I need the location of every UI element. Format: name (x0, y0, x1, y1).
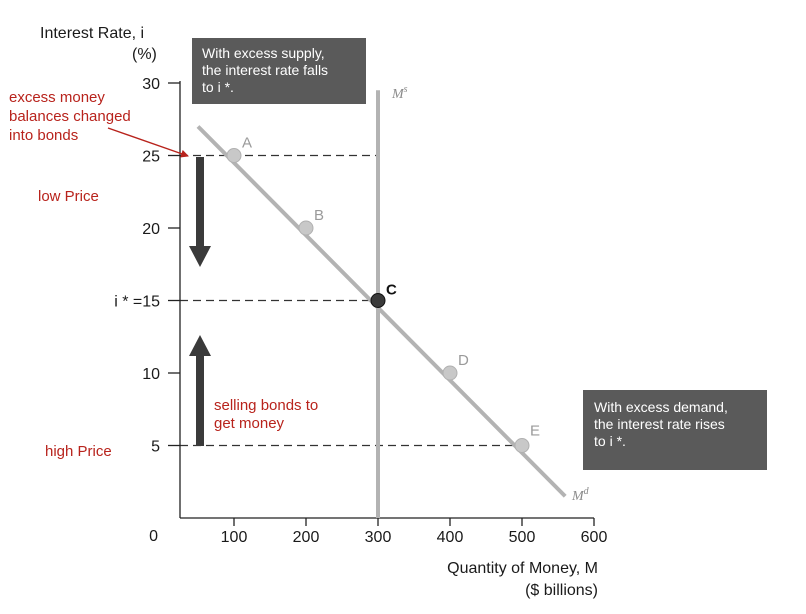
point-C (370, 293, 386, 308)
y-tick-label-5: 5 (151, 439, 160, 456)
excess-demand-callout-line-0: With excess demand, (594, 399, 728, 415)
y-axis-label-unit: (%) (132, 46, 157, 63)
x-tick-label-100: 100 (221, 529, 248, 546)
demand-curve-label-sup: d (584, 486, 590, 497)
y-tick-label-10: 10 (142, 366, 160, 383)
low-price-annotation: low Price (38, 188, 99, 205)
excess-supply-callout-line-2: to i *. (202, 79, 234, 95)
excess-demand-callout-line-2: to i *. (594, 433, 626, 449)
y-tick-label-25: 25 (142, 149, 160, 166)
excess-money-annotation-line-2: into bonds (9, 127, 78, 144)
point-label-D: D (458, 352, 469, 369)
point-label-A: A (242, 135, 252, 152)
excess-demand-callout-box (583, 390, 767, 470)
x-tick-label-500: 500 (509, 529, 536, 546)
x-tick-label-600: 600 (581, 529, 608, 546)
excess-money-annotation-line-1: balances changed (9, 108, 131, 125)
excess-demand-callout-line-1: the interest rate rises (594, 416, 725, 432)
excess-supply-callout-line-0: With excess supply, (202, 45, 325, 61)
point-label-B: B (314, 207, 324, 224)
high-price-annotation: high Price (45, 443, 112, 460)
y-axis-label: Interest Rate, i (40, 25, 144, 42)
demand-curve (196, 125, 567, 498)
y-tick-label-20: 20 (142, 221, 160, 238)
x-tick-label-200: 200 (293, 529, 320, 546)
demand-curve-label: Md (571, 486, 590, 504)
y-tick-label-15: i * =15 (114, 294, 160, 311)
excess-supply-callout-box (192, 38, 366, 104)
supply-curve-label: Ms (391, 84, 408, 102)
selling-bonds-annotation-line-1: get money (214, 415, 285, 432)
y-tick-label-30: 30 (142, 76, 160, 93)
point-A (226, 148, 242, 163)
excess-supply-callout-line-1: the interest rate falls (202, 62, 328, 78)
x-tick-label-400: 400 (437, 529, 464, 546)
down-arrow (189, 157, 211, 267)
x-tick-label-300: 300 (365, 529, 392, 546)
up-arrow (189, 335, 211, 446)
x-axis-label-unit: ($ billions) (525, 582, 598, 599)
excess-money-pointer-arrow (107, 127, 189, 158)
x-axis-label: Quantity of Money, M (447, 560, 598, 577)
point-label-C: C (386, 282, 397, 299)
point-E (514, 438, 530, 453)
selling-bonds-annotation-line-0: selling bonds to (214, 397, 318, 414)
supply-curve-label-sup: s (404, 84, 408, 95)
point-label-E: E (530, 423, 540, 440)
y-tick-label-0: 0 (149, 528, 158, 545)
point-B (298, 220, 314, 236)
excess-money-annotation-line-0: excess money (9, 89, 105, 106)
point-D (442, 365, 458, 381)
